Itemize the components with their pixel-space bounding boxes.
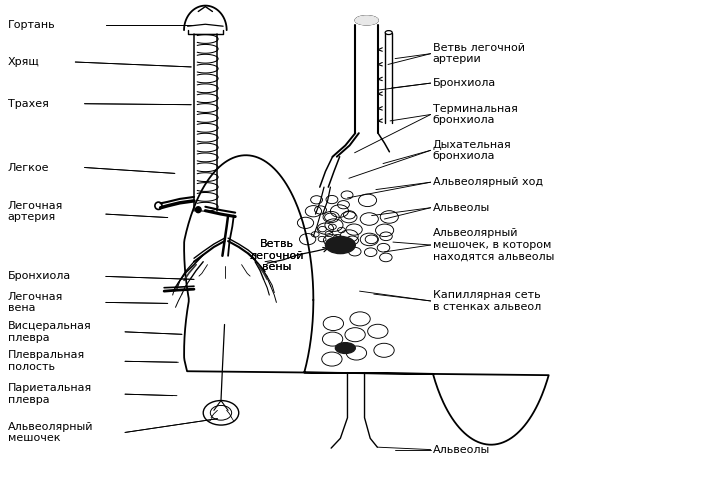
Text: Висцеральная
плевра: Висцеральная плевра: [8, 321, 92, 342]
Text: Терминальная
бронхиола: Терминальная бронхиола: [433, 104, 518, 125]
Text: Капиллярная сеть
в стенках альвеол: Капиллярная сеть в стенках альвеол: [433, 290, 541, 312]
Text: Плевральная
полость: Плевральная полость: [8, 350, 85, 372]
Text: Легочная
вена: Легочная вена: [8, 292, 63, 313]
Text: Альвеолярный ход: Альвеолярный ход: [433, 177, 543, 187]
Text: Альвеолы: Альвеолы: [433, 445, 490, 455]
Text: Альвеолярный
мешочек: Альвеолярный мешочек: [8, 422, 93, 443]
Text: Гортань: Гортань: [8, 20, 56, 30]
Text: Париетальная
плевра: Париетальная плевра: [8, 383, 92, 405]
Ellipse shape: [325, 237, 355, 253]
Text: Легочная
артерия: Легочная артерия: [8, 201, 63, 222]
Text: Ветвь легочной
артерии: Ветвь легочной артерии: [433, 43, 525, 64]
Text: Дыхательная
бронхиола: Дыхательная бронхиола: [433, 140, 511, 161]
Text: Легкое: Легкое: [8, 162, 49, 173]
Text: Альвеолы: Альвеолы: [433, 203, 490, 213]
Text: Бронхиола: Бронхиола: [433, 78, 496, 88]
Text: Ветвь
легочной
вены: Ветвь легочной вены: [249, 239, 303, 273]
Text: Трахея: Трахея: [8, 99, 48, 109]
Text: Альвеолярный
мешочек, в котором
находятся альвеолы: Альвеолярный мешочек, в котором находятс…: [433, 228, 554, 262]
Text: Ветвь
легочной
вены: Ветвь легочной вены: [249, 239, 303, 273]
Text: Хрящ: Хрящ: [8, 57, 40, 67]
Ellipse shape: [335, 342, 355, 353]
Ellipse shape: [355, 16, 378, 25]
Ellipse shape: [195, 207, 201, 213]
Text: Бронхиола: Бронхиола: [8, 272, 71, 281]
